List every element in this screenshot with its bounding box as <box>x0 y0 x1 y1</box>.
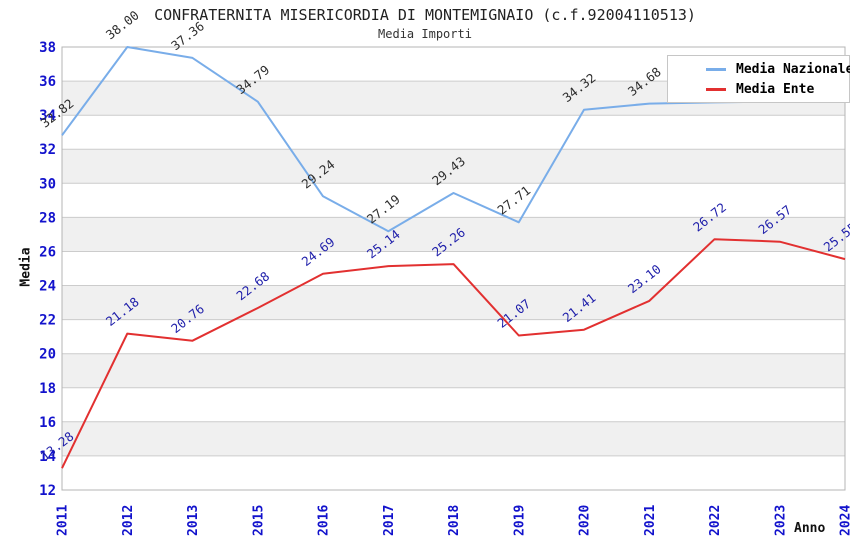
x-tick-label: 2011 <box>56 505 71 536</box>
x-tick-label: 2018 <box>447 505 462 536</box>
x-tick-label: 2022 <box>708 505 723 536</box>
y-tick-label: 32 <box>39 142 56 158</box>
legend-item-media-nazionale: Media Nazionale <box>706 61 850 77</box>
plot-band <box>62 251 845 286</box>
legend-label-ente: Media Ente <box>736 81 815 97</box>
y-tick-label: 24 <box>39 279 56 295</box>
x-tick-label: 2016 <box>317 505 332 536</box>
chart-title: CONFRATERNITA MISERICORDIA DI MONTEMIGNA… <box>154 6 696 24</box>
y-tick-label: 18 <box>39 381 56 397</box>
legend: Media Nazionale Media Ente <box>667 55 850 103</box>
y-tick-label: 28 <box>39 210 56 226</box>
x-tick-label: 2023 <box>773 505 788 536</box>
legend-line-marker-nazionale <box>706 67 726 71</box>
x-tick-label: 2015 <box>251 505 266 536</box>
plot-band <box>62 319 845 354</box>
chart-subtitle: Media Importi <box>378 27 472 41</box>
x-tick-label: 2012 <box>121 505 136 536</box>
x-tick-label: 2024 <box>839 505 850 536</box>
plot-band <box>62 115 845 150</box>
legend-label-nazionale: Media Nazionale <box>736 61 850 77</box>
y-tick-label: 30 <box>39 176 56 192</box>
x-tick-label: 2021 <box>643 505 658 536</box>
y-tick-label: 22 <box>39 313 56 329</box>
plot-band <box>62 455 845 490</box>
plot-band <box>62 387 845 422</box>
y-tick-label: 12 <box>39 483 56 499</box>
y-tick-label: 14 <box>39 449 56 465</box>
y-tick-label: 36 <box>39 74 56 90</box>
plot-band <box>62 149 845 184</box>
x-tick-label: 2013 <box>186 505 201 536</box>
y-tick-label: 34 <box>39 108 56 124</box>
legend-line-marker-ente <box>706 87 726 91</box>
x-axis-title: Anno <box>794 521 826 536</box>
plot-border <box>61 46 846 491</box>
plot-band <box>62 353 845 388</box>
plot-band <box>62 285 845 320</box>
x-tick-label: 2020 <box>578 505 593 536</box>
y-tick-label: 26 <box>39 245 56 261</box>
x-tick-label: 2017 <box>382 505 397 536</box>
plot-band <box>62 421 845 456</box>
y-axis-title: Media <box>18 247 34 287</box>
plot-band <box>62 217 845 252</box>
legend-item-media-ente: Media Ente <box>706 82 849 97</box>
x-tick-label: 2019 <box>512 505 527 536</box>
series-line-ente <box>61 238 846 469</box>
y-tick-label: 16 <box>39 415 56 431</box>
y-tick-label: 20 <box>39 347 56 363</box>
y-tick-label: 38 <box>39 40 56 56</box>
plot-band <box>62 183 845 218</box>
